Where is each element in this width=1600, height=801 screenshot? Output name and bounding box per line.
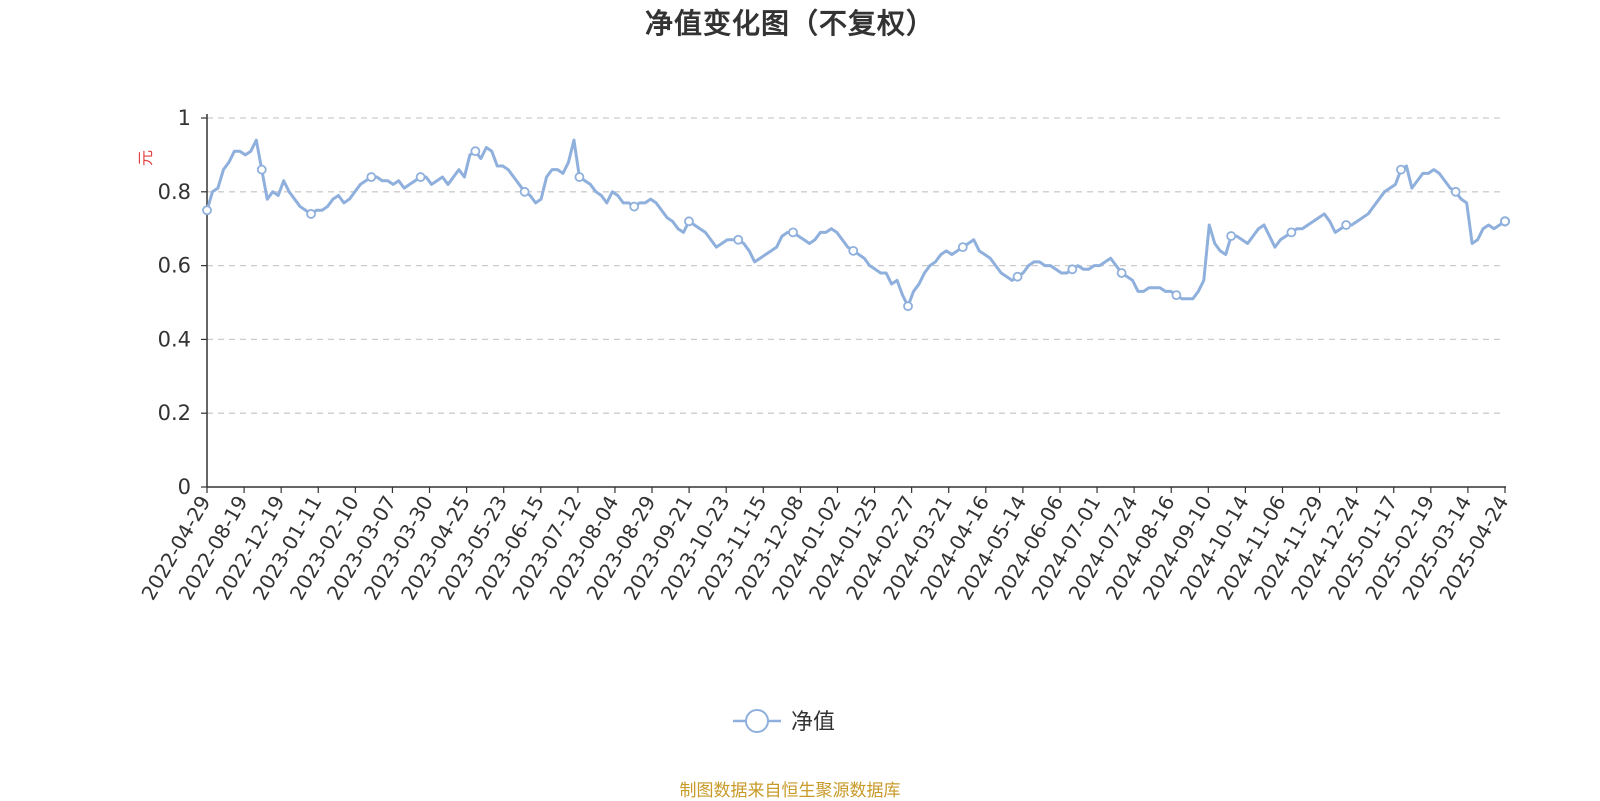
data-point-marker[interactable] — [1450, 186, 1461, 197]
y-tick-label: 0.4 — [158, 327, 191, 351]
data-point-marker[interactable] — [519, 186, 530, 197]
data-point-marker[interactable] — [1171, 290, 1182, 301]
data-point-marker[interactable] — [848, 245, 859, 256]
data-point-marker[interactable] — [1500, 216, 1510, 227]
series-markers — [202, 146, 1510, 312]
x-tick-labels: 2022-04-292022-08-192022-12-192023-01-11… — [136, 492, 1513, 605]
data-point-marker[interactable] — [1226, 231, 1237, 241]
y-tick-label: 0.6 — [158, 254, 191, 278]
grid-lines — [207, 117, 1500, 414]
data-point-marker[interactable] — [629, 201, 640, 212]
data-point-marker[interactable] — [1012, 271, 1023, 282]
y-tick-label: 0.8 — [158, 180, 191, 204]
data-point-marker[interactable] — [366, 172, 377, 182]
y-axis-label: 元 — [136, 150, 155, 166]
source-note: 制图数据来自恒生聚源数据库 — [679, 781, 901, 801]
data-point-marker[interactable] — [1067, 264, 1078, 275]
data-point-marker[interactable] — [574, 172, 585, 182]
data-point-marker[interactable] — [903, 301, 913, 312]
axes — [201, 114, 1506, 493]
data-point-marker[interactable] — [957, 242, 968, 253]
y-tick-label: 0.2 — [158, 401, 191, 425]
data-point-marker[interactable] — [1396, 164, 1406, 175]
data-point-marker[interactable] — [733, 234, 744, 245]
data-point-marker[interactable] — [470, 146, 481, 157]
chart-title: 净值变化图（不复权） — [644, 7, 935, 40]
series-line-layer — [205, 138, 1506, 308]
y-tick-label: 1 — [178, 106, 191, 130]
data-point-marker[interactable] — [415, 172, 426, 182]
y-tick-labels: 0 0.2 0.4 0.6 0.8 1 — [158, 106, 191, 499]
data-point-marker[interactable] — [1116, 268, 1127, 278]
data-point-marker[interactable] — [1286, 227, 1297, 238]
data-point-marker[interactable] — [788, 227, 798, 238]
data-point-marker[interactable] — [256, 164, 267, 175]
series-line — [205, 138, 1506, 308]
legend-label: 净值 — [791, 710, 835, 735]
data-point-marker[interactable] — [1341, 220, 1352, 230]
legend-marker-icon — [745, 709, 769, 733]
data-point-marker[interactable] — [202, 205, 212, 216]
data-point-marker[interactable] — [684, 216, 694, 227]
data-point-marker[interactable] — [306, 209, 316, 219]
legend[interactable]: 净值 — [733, 709, 835, 735]
y-tick-label: 0 — [178, 475, 191, 499]
